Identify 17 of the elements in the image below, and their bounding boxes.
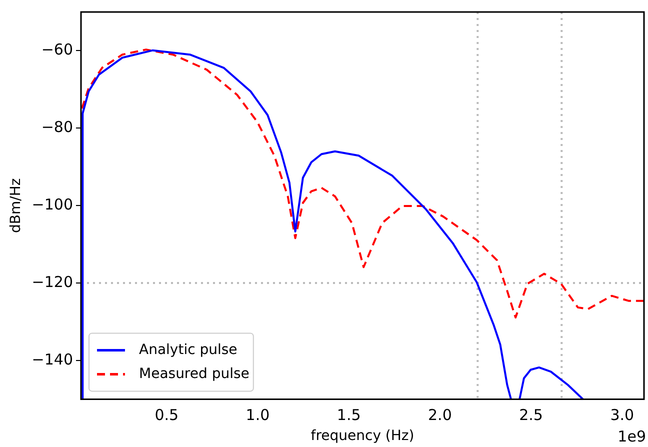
line-series [81,48,644,318]
y-tick-label: −140 [32,350,73,368]
text: 1e9 [618,427,646,446]
legend-label: Analytic pulse [139,342,238,358]
y-axis-title: dBm/Hz [8,178,24,233]
y-tick-label: −100 [32,195,73,214]
x-tick-label: 2.0 [428,406,452,424]
x-axis-title: frequency (Hz) [310,428,414,444]
x-tick-label: 1.5 [336,406,361,424]
x-tick-label: 1.0 [246,406,270,424]
x-tick-label: 2.5 [519,406,543,424]
y-tick-label: −120 [32,272,73,291]
x-tick-label: 0.5 [154,406,179,424]
y-tick-label: −80 [41,118,73,136]
legend-label: Measured pulse [139,366,250,382]
y-tick-label: −60 [41,40,73,59]
x-tick-label: 3.0 [610,406,634,424]
